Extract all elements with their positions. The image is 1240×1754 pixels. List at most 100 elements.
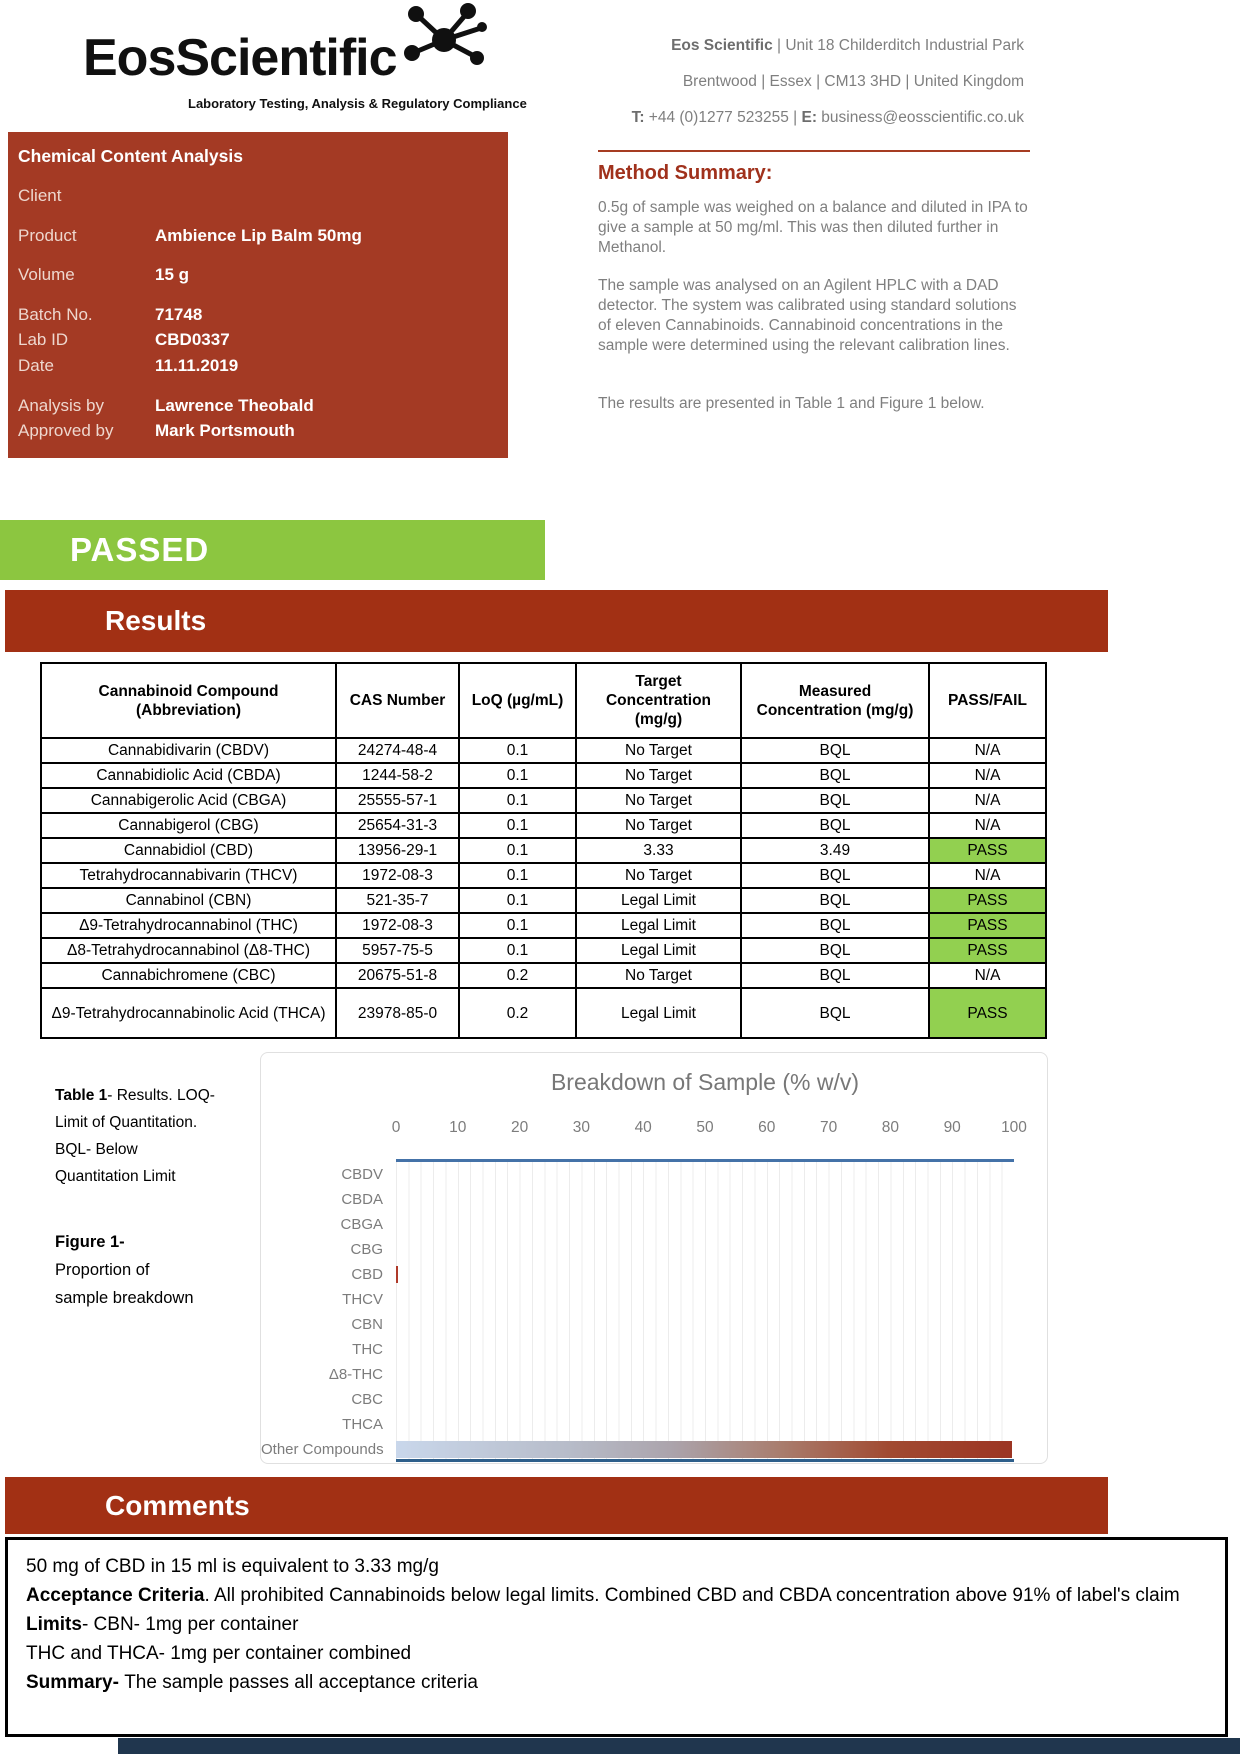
chart-category-label: CBDA [341, 1191, 383, 1208]
table-cell: BQL [740, 787, 930, 814]
email-label: E: [801, 109, 822, 126]
contact-line-address2: Brentwood | Essex | CM13 3HD | United Ki… [682, 73, 1024, 90]
method-summary-heading: Method Summary: [598, 162, 773, 184]
chart-tick-label: 70 [819, 1119, 838, 1136]
comment-line-summary: Summary- The sample passes all acceptanc… [26, 1668, 1206, 1697]
chart-tick-label: 0 [391, 1119, 401, 1136]
approved-by-label: Approved by [18, 421, 114, 440]
approved-by-row: Approved by Mark Portsmouth [18, 421, 295, 441]
table-cell: Tetrahydrocannabivarin (THCV) [40, 862, 337, 889]
table-cell: BQL [740, 937, 930, 964]
date-label: Date [18, 356, 54, 375]
table-cell: 3.49 [740, 837, 930, 864]
chart-category-label: CBN [351, 1316, 383, 1333]
table-note-line2: Limit of Quantitation. [55, 1114, 198, 1131]
table-row: Cannabidiol (CBD) 13956-29-1 0.1 3.33 3.49 PA… [40, 837, 1047, 864]
chart-tick-label: 10 [449, 1119, 467, 1136]
contact-line-address1: Eos Scientific | Unit 18 Childerditch In… [632, 28, 1024, 64]
table-cell: Legal Limit [575, 912, 742, 939]
table-row: Tetrahydrocannabivarin (THCV) 1972-08-3 0.… [40, 862, 1047, 889]
figure-note-line2: Proportion of [55, 1261, 150, 1279]
table-cell: BQL [740, 812, 930, 839]
product-value: Ambience Lip Balm 50mg [155, 226, 362, 245]
chart-tick-label: 90 [943, 1119, 961, 1136]
company-logo-tagline: Laboratory Testing, Analysis & Regulator… [188, 96, 527, 111]
results-table: Cannabinoid Compound (Abbreviation) CAS … [40, 662, 1047, 1039]
table-cell: 24274-48-4 [335, 737, 460, 764]
phone-value: +44 (0)1277 523255 | [648, 109, 802, 126]
table-cell: 0.1 [458, 762, 577, 789]
passfail-cell: N/A [928, 862, 1047, 889]
footer-bar [118, 1738, 1240, 1754]
table-row: Δ9-Tetrahydrocannabinol (THC) 1972-08-3 0.… [40, 912, 1047, 939]
table-cell: Δ9-Tetrahydrocannabinolic Acid (THCA) [40, 987, 337, 1039]
figure-note-bold: Figure 1- [55, 1233, 125, 1251]
chart-category-label: Δ8-THC [328, 1366, 383, 1383]
table-note-rest: - Results. LOQ- [107, 1087, 215, 1104]
chart-category-label: THC [352, 1341, 383, 1358]
chart-category-label: THCV [342, 1291, 383, 1308]
limits-text: - CBN- 1mg per container [81, 1614, 299, 1635]
chart-category-axis: CBDV CBDA CBGA CBG CBD THCV CBN THC Δ8-THC CBC THC… [261, 1162, 384, 1462]
table-cell: Cannabigerol (CBG) [40, 812, 337, 839]
col-header-loq: LoQ (µg/mL) [458, 662, 577, 739]
table-cell: BQL [740, 962, 930, 989]
date-value: 11.11.2019 [155, 356, 239, 375]
client-label: Client [18, 186, 62, 205]
table-cell: 1972-08-3 [335, 862, 460, 889]
chart-category-label: CBD [351, 1266, 383, 1283]
table-cell: 521-35-7 [335, 887, 460, 914]
chart-bar [396, 1441, 1012, 1458]
table-1-note: Table 1- Results. LOQ- Limit of Quantita… [55, 1082, 265, 1190]
volume-label: Volume [18, 265, 75, 284]
method-paragraph-2: The sample was analysed on an Agilent HP… [598, 277, 1017, 354]
analysis-by-value: Lawrence Theobald [155, 396, 314, 415]
summary-label: Summary- [26, 1672, 125, 1693]
table-cell: BQL [740, 762, 930, 789]
table-cell: Δ8-Tetrahydrocannabinol (Δ8-THC) [40, 937, 337, 964]
table-row: Cannabinol (CBN) 521-35-7 0.1 Legal Limit BQ… [40, 887, 1047, 914]
contact-line-phone-email: T: +44 (0)1277 523255 | E: business@eoss… [632, 100, 1024, 136]
table-cell: Cannabidiol (CBD) [40, 837, 337, 864]
table-row: Cannabidiolic Acid (CBDA) 1244-58-2 0.1 No … [40, 762, 1047, 789]
comment-line-acceptance: Acceptance Criteria. All prohibited Cann… [26, 1581, 1206, 1610]
table-cell: 23978-85-0 [335, 987, 460, 1039]
chart-tick-label: 60 [758, 1119, 776, 1136]
passfail-cell: N/A [928, 787, 1047, 814]
product-label: Product [18, 226, 77, 245]
volume-value: 15 g [155, 265, 190, 284]
acceptance-criteria-text: . All prohibited Cannabinoids below lega… [204, 1585, 1180, 1606]
col-header-target: Target Concentration (mg/g) [575, 662, 742, 739]
comment-line-equivalence: 50 mg of CBD in 15 ml is equivalent to 3… [26, 1556, 439, 1577]
table-cell: No Target [575, 762, 742, 789]
product-row: Product Ambience Lip Balm 50mg [18, 226, 362, 246]
chart-tick-label: 40 [634, 1119, 652, 1136]
table-header-row: Cannabinoid Compound (Abbreviation) CAS … [40, 662, 1047, 739]
contact-block: Eos Scientific | Unit 18 Childerditch In… [632, 28, 1024, 136]
passfail-cell: PASS [928, 987, 1047, 1039]
table-cell: No Target [575, 862, 742, 889]
table-note-line1: Table 1- Results. LOQ- [55, 1082, 265, 1109]
breakdown-chart: Breakdown of Sample (% w/v) 0 10 20 30 40 50 6… [260, 1052, 1048, 1464]
table-cell: 13956-29-1 [335, 837, 460, 864]
passfail-cell: N/A [928, 962, 1047, 989]
method-paragraph-1: 0.5g of sample was weighed on a balance … [598, 199, 1028, 256]
table-cell: BQL [740, 987, 930, 1039]
col-header-passfail: PASS/FAIL [928, 662, 1047, 739]
passfail-cell: N/A [928, 762, 1047, 789]
analysis-by-row: Analysis by Lawrence Theobald [18, 396, 314, 416]
lab-id-row: Lab ID CBD0337 [18, 330, 230, 350]
approved-by-value: Mark Portsmouth [155, 421, 295, 440]
chart-category-label: THCA [342, 1416, 383, 1433]
results-section-heading: Results [5, 590, 1108, 652]
table-note-line4: Quantitation Limit [55, 1168, 176, 1185]
table-cell: BQL [740, 912, 930, 939]
table-cell: Cannabidiolic Acid (CBDA) [40, 762, 337, 789]
table-cell: 0.1 [458, 737, 577, 764]
company-logo-text: EosScientific [83, 29, 398, 87]
results-table-header: Cannabinoid Compound (Abbreviation) CAS … [40, 662, 1047, 739]
phone-label: T: [631, 109, 649, 126]
chart-category-label: Other Compounds [261, 1441, 384, 1458]
comments-box: 50 mg of CBD in 15 ml is equivalent to 3… [5, 1537, 1228, 1737]
